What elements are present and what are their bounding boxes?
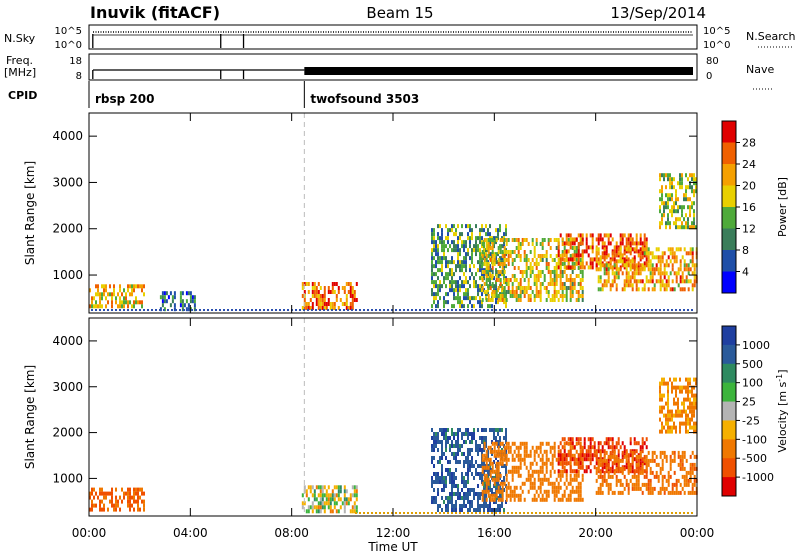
velocity-colorbar-seg-5 <box>722 420 736 440</box>
xtick-label-2: 08:00 <box>274 526 309 540</box>
power-cbar-tick-label-2: 20 <box>742 180 756 193</box>
xtick-label-4: 16:00 <box>477 526 512 540</box>
freq-label-2: [MHz] <box>4 66 36 79</box>
velocity-cbar-tick-label-4: -25 <box>742 414 760 427</box>
velocity-echo-region-5 <box>595 450 698 495</box>
power-cbar-tick-label-6: 4 <box>742 266 749 279</box>
power-echo-region-1 <box>159 291 196 312</box>
power-colorbar-seg-5 <box>722 228 736 251</box>
power-ytick-label-0: 1000 <box>52 268 83 282</box>
velocity-cbar-tick-label-7: -1000 <box>742 471 774 484</box>
velocity-ytick-label-3: 4000 <box>52 334 83 348</box>
power-cbar-tick-label-3: 16 <box>742 201 756 214</box>
cpid-label: CPID <box>8 89 37 102</box>
cpid-program-1: twofsound 3503 <box>310 92 419 106</box>
velocity-cbar-label: Velocity [m s-1] <box>775 369 789 452</box>
velocity-cbar-tick-label-5: -100 <box>742 433 767 446</box>
velocity-cbar-tick-label-1: 500 <box>742 358 763 371</box>
xtick-label-5: 20:00 <box>578 526 613 540</box>
nsky-frame <box>88 24 698 50</box>
power-echo-region-0 <box>89 284 145 309</box>
power-ylabel: Slant Range [km] <box>23 161 37 265</box>
nsky-tick-bottom: 10^0 <box>55 40 82 51</box>
freq-label-1: Freq. <box>6 54 33 67</box>
velocity-echo-region-0 <box>89 487 145 512</box>
velocity-colorbar-seg-6 <box>722 439 736 459</box>
power-colorbar-seg-0 <box>722 121 736 143</box>
power-echo-region-2 <box>301 282 358 310</box>
nave-tick-bottom: 0 <box>706 71 712 82</box>
velocity-ytick-label-2: 3000 <box>52 380 83 394</box>
power-colorbar-seg-7 <box>722 271 736 294</box>
velocity-echo-region-4 <box>557 437 648 474</box>
velocity-colorbar-seg-8 <box>722 477 736 497</box>
velocity-colorbar-seg-1 <box>722 344 736 365</box>
velocity-ylabel: Slant Range [km] <box>23 365 37 469</box>
power-cbar-label: Power [dB] <box>776 177 789 237</box>
nave-tick-top: 80 <box>706 56 719 67</box>
beam-title: Beam 15 <box>366 4 433 22</box>
velocity-cbar-tick-label-2: 100 <box>742 377 763 390</box>
power-cbar-tick-label-1: 24 <box>742 158 756 171</box>
velocity-echo-region-1 <box>301 485 358 514</box>
power-ytick-label-3: 4000 <box>52 129 83 143</box>
freq-trace-twofsound <box>304 67 693 75</box>
freq-frame <box>88 53 698 81</box>
power-cbar-tick-label-5: 8 <box>742 244 749 257</box>
xtick-label-1: 04:00 <box>173 526 208 540</box>
xtick-label-0: 00:00 <box>72 526 107 540</box>
nsearch-tick-bottom: 10^0 <box>703 40 730 51</box>
velocity-ytick-label-1: 2000 <box>52 426 83 440</box>
power-colorbar-seg-6 <box>722 250 736 272</box>
power-colorbar-seg-2 <box>722 164 736 186</box>
velocity-colorbar-seg-7 <box>722 458 736 478</box>
nsky-label: N.Sky <box>4 32 36 45</box>
power-cbar-tick-label-4: 12 <box>742 223 756 236</box>
date-title: 13/Sep/2014 <box>610 4 706 22</box>
velocity-ytick-label-0: 1000 <box>52 471 83 485</box>
x-axis-label: Time UT <box>367 540 418 554</box>
xtick-label-3: 12:00 <box>376 526 411 540</box>
cpid-program-0: rbsp 200 <box>95 92 154 106</box>
velocity-colorbar-seg-2 <box>722 363 736 384</box>
radar-title: Inuvik (fitACF) <box>90 3 220 22</box>
nave-label: Nave <box>746 63 774 76</box>
velocity-echo-region-2 <box>431 428 507 512</box>
power-colorbar-seg-1 <box>722 142 736 165</box>
power-colorbar-seg-3 <box>722 185 736 208</box>
power-ytick-label-2: 3000 <box>52 175 83 189</box>
nsearch-tick-top: 10^5 <box>703 26 730 37</box>
velocity-colorbar-seg-4 <box>722 401 736 421</box>
velocity-echo-region-3 <box>481 441 584 502</box>
velocity-cbar-tick-label-0: 1000 <box>742 339 770 352</box>
velocity-colorbar-seg-0 <box>722 326 736 346</box>
xtick-label-6: 00:00 <box>680 526 715 540</box>
nsky-tick-top: 10^5 <box>55 26 82 37</box>
power-colorbar-seg-4 <box>722 207 736 229</box>
velocity-cbar-tick-label-3: 25 <box>742 396 756 409</box>
velocity-colorbar-frame <box>721 325 737 497</box>
freq-tick-bottom: 8 <box>76 71 82 82</box>
velocity-echo-region-6 <box>659 377 697 434</box>
power-ytick-label-1: 2000 <box>52 222 83 236</box>
power-echo-region-4 <box>481 238 584 302</box>
velocity-cbar-tick-label-6: -500 <box>742 452 767 465</box>
nsearch-label: N.Search <box>746 30 796 43</box>
power-echo-region-7 <box>659 173 697 230</box>
power-echo-region-6 <box>595 247 698 292</box>
power-cbar-tick-label-0: 28 <box>742 137 756 150</box>
velocity-colorbar-seg-3 <box>722 382 736 403</box>
freq-tick-top: 18 <box>69 56 82 67</box>
